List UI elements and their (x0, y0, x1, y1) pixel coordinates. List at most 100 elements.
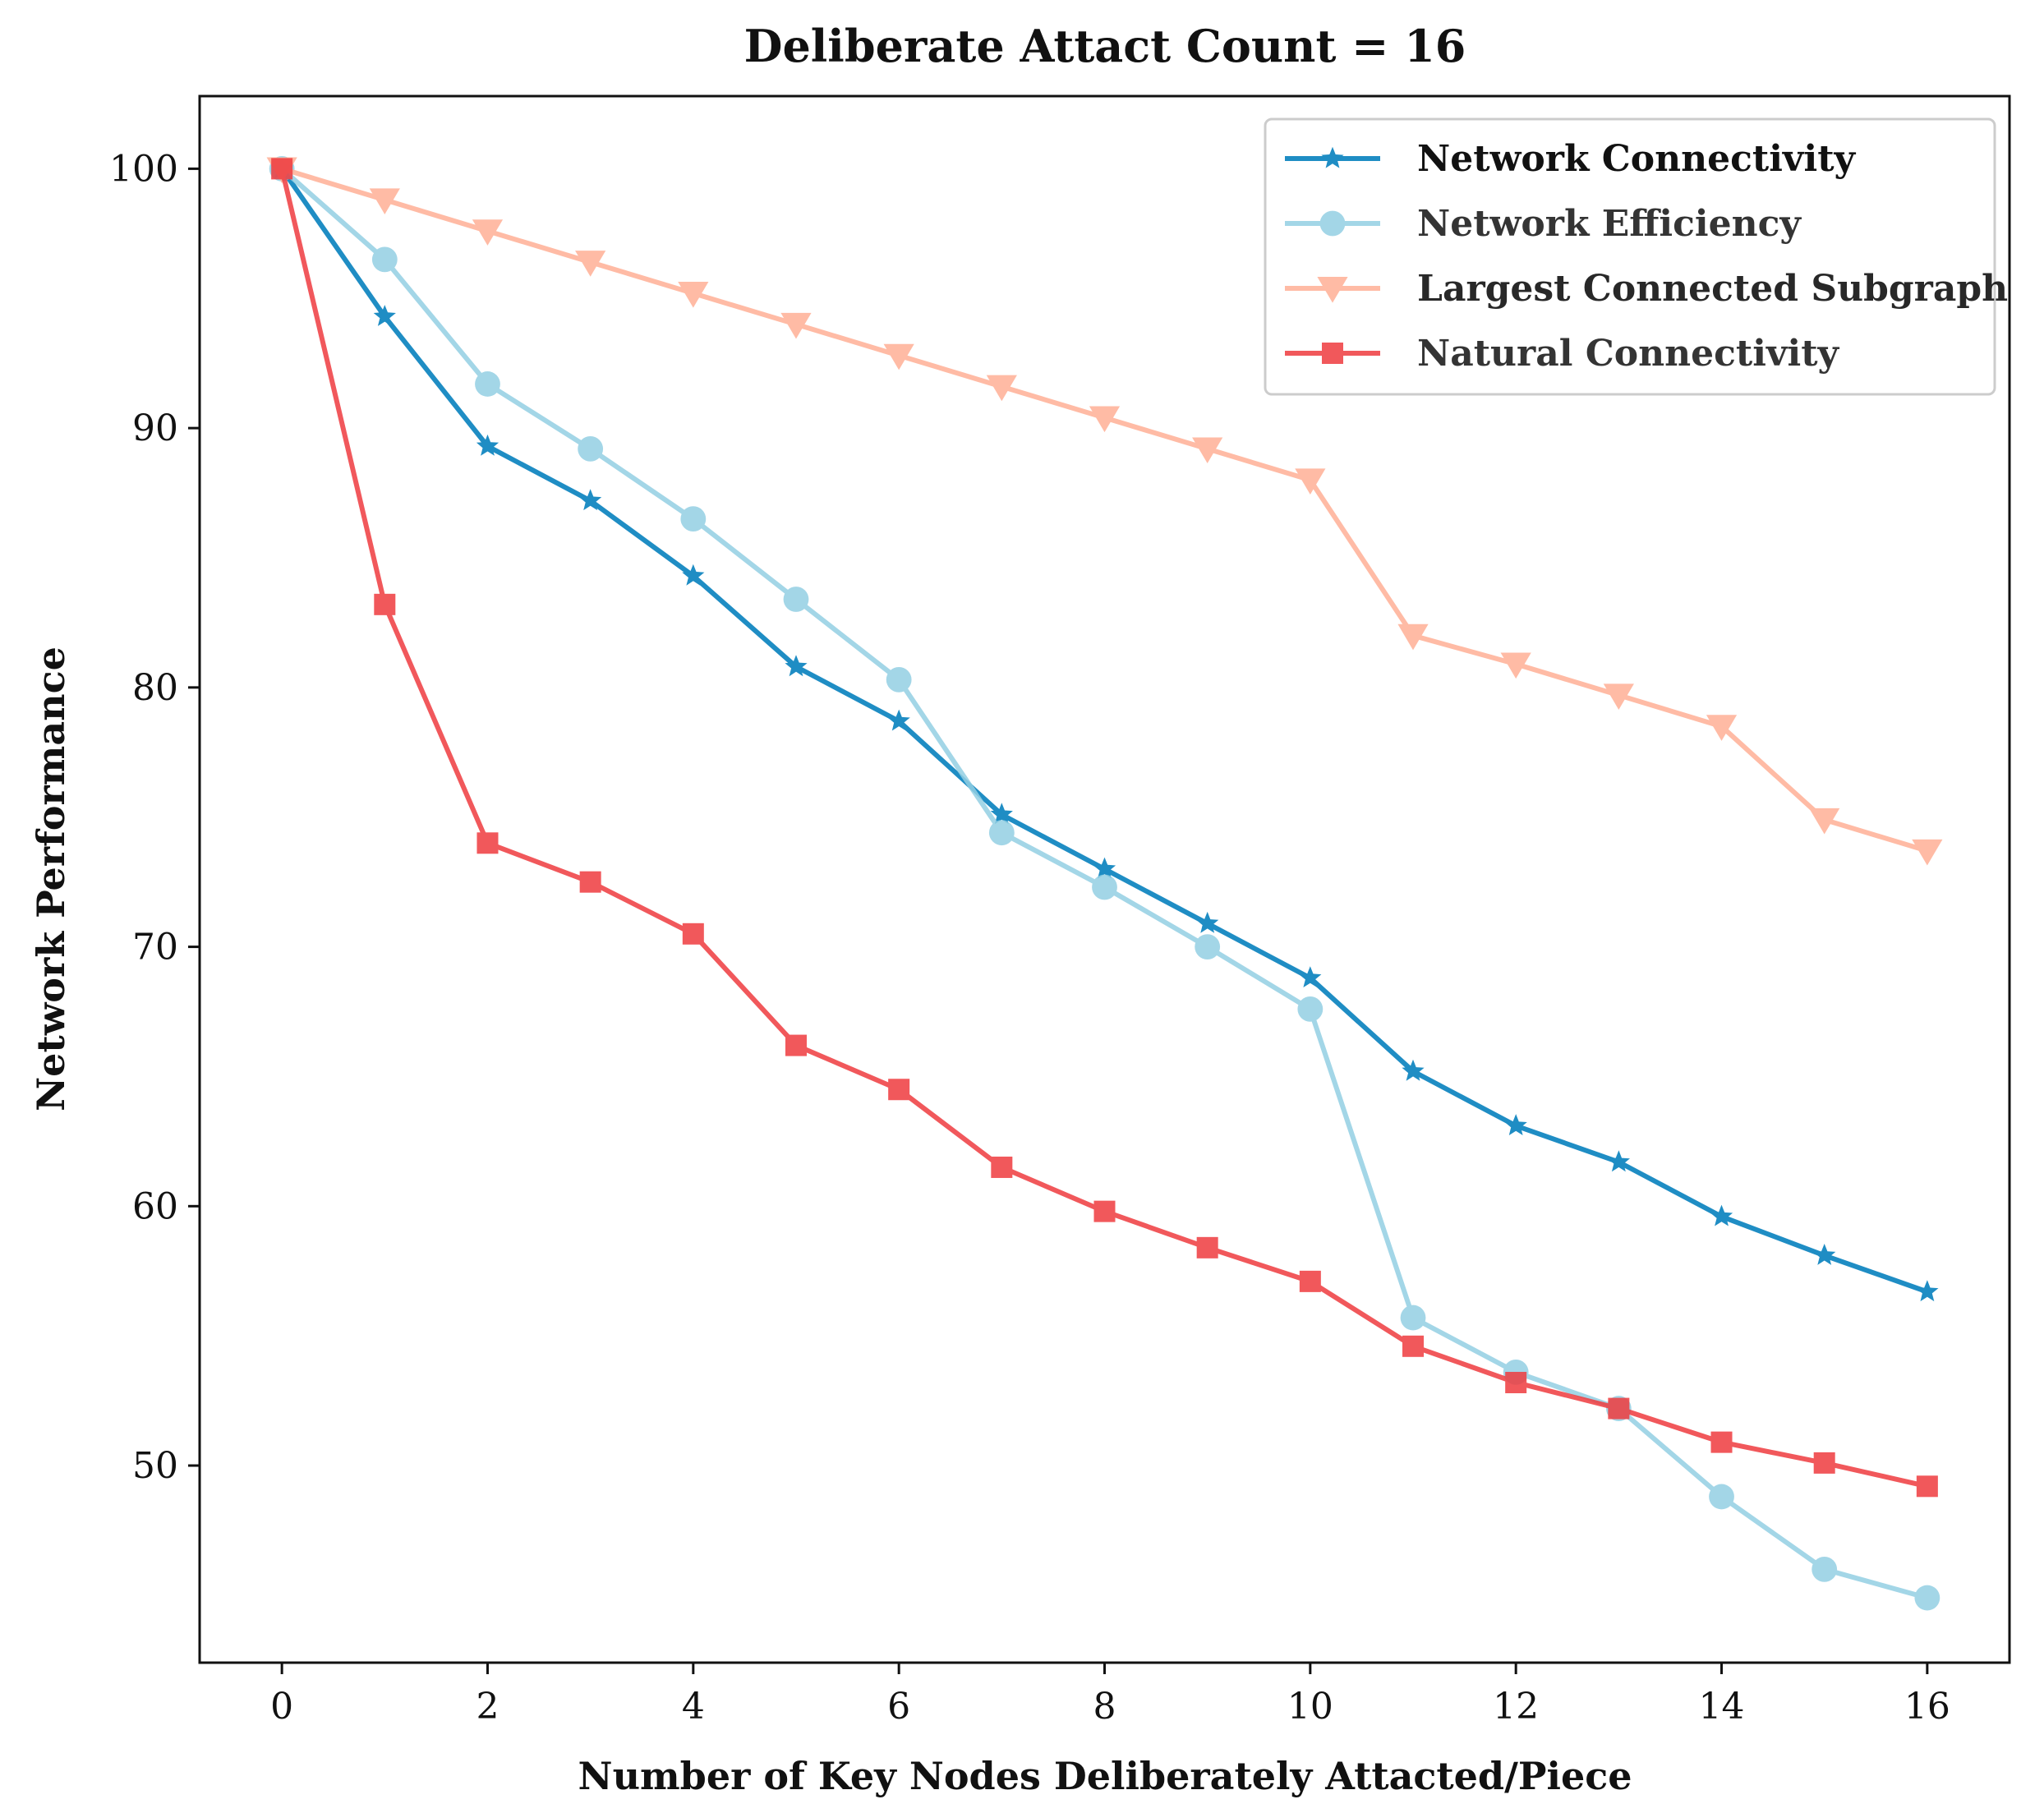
x-tick-label: 8 (1093, 1686, 1116, 1728)
data-point-network-connectivity (785, 655, 808, 677)
data-point-largest-connected-subgraph (1912, 839, 1943, 866)
data-point-network-connectivity (1710, 1204, 1733, 1226)
data-point-network-connectivity (579, 489, 602, 511)
data-point-network-connectivity (1402, 1059, 1425, 1081)
data-point-largest-connected-subgraph (1295, 468, 1326, 495)
data-point-network-efficiency (680, 506, 707, 532)
x-axis-label: Number of Key Nodes Deliberately Attacte… (578, 1754, 1632, 1798)
y-axis-label: Network Performance (29, 647, 73, 1111)
data-point-network-efficiency (1195, 934, 1221, 959)
x-tick-label: 0 (270, 1686, 293, 1728)
plot-area (266, 156, 1943, 1611)
y-tick-label: 70 (132, 927, 178, 969)
data-point-network-efficiency (988, 820, 1015, 846)
series-network-efficiency (269, 156, 1940, 1611)
data-point-network-connectivity (1813, 1244, 1836, 1265)
data-point-natural-connectivity (682, 923, 704, 945)
data-point-network-connectivity (1196, 911, 1219, 933)
x-tick-label: 4 (682, 1686, 705, 1728)
data-point-largest-connected-subgraph (1192, 437, 1223, 464)
data-point-natural-connectivity (374, 593, 396, 615)
legend-item-natural-connectivity: Natural Connectivity (1285, 333, 1840, 375)
data-point-natural-connectivity (991, 1156, 1013, 1178)
y-tick-label: 60 (132, 1185, 178, 1227)
data-point-natural-connectivity (271, 158, 293, 180)
data-point-natural-connectivity (1505, 1372, 1527, 1394)
data-point-largest-connected-subgraph (575, 251, 606, 277)
data-point-natural-connectivity (1299, 1270, 1321, 1292)
data-point-largest-connected-subgraph (780, 312, 812, 339)
data-point-network-connectivity (1504, 1114, 1527, 1135)
legend-label: Network Connectivity (1417, 138, 1857, 180)
data-point-network-connectivity (990, 803, 1013, 825)
legend-label: Largest Connected Subgraph (1417, 268, 2008, 310)
data-point-largest-connected-subgraph (1089, 406, 1121, 433)
x-tick-label: 2 (476, 1686, 499, 1728)
data-point-natural-connectivity (1813, 1452, 1835, 1474)
chart-title: Deliberate Attact Count = 16 (744, 20, 1466, 72)
data-point-natural-connectivity (476, 832, 499, 854)
data-point-largest-connected-subgraph (1397, 624, 1429, 651)
data-point-network-efficiency (1914, 1585, 1940, 1611)
data-point-largest-connected-subgraph (883, 343, 914, 370)
data-point-network-connectivity (1916, 1280, 1939, 1302)
y-tick-label: 90 (132, 407, 178, 449)
data-point-network-connectivity (373, 305, 396, 326)
data-point-network-efficiency (783, 587, 809, 612)
legend-item-largest-connected-subgraph: Largest Connected Subgraph (1285, 268, 2008, 310)
legend-marker (1317, 277, 1348, 303)
data-point-largest-connected-subgraph (1500, 652, 1531, 679)
data-point-network-efficiency (578, 435, 604, 462)
data-point-network-connectivity (1607, 1150, 1630, 1172)
data-point-network-efficiency (1297, 996, 1324, 1022)
data-point-largest-connected-subgraph (678, 282, 709, 308)
data-point-network-connectivity (682, 564, 705, 586)
legend: Network Connectivity Network Efficiency La… (1264, 117, 2008, 396)
data-point-natural-connectivity (888, 1079, 910, 1101)
data-point-network-efficiency (1709, 1484, 1734, 1510)
data-point-largest-connected-subgraph (1603, 683, 1634, 711)
legend-marker (1319, 210, 1346, 237)
data-point-natural-connectivity (1608, 1397, 1630, 1420)
legend-box (1264, 117, 1996, 396)
legend-item-network-efficiency: Network Efficiency (1285, 203, 1802, 245)
axis-ticks: 0 2 4 6 8 10 12 14 16 50 60 70 80 90 100 (109, 148, 1950, 1728)
data-point-natural-connectivity (1402, 1335, 1425, 1357)
x-tick-label: 14 (1699, 1686, 1745, 1728)
data-point-network-efficiency (1812, 1556, 1838, 1582)
series-natural-connectivity (271, 158, 1938, 1498)
data-point-largest-connected-subgraph (986, 375, 1017, 402)
y-tick-label: 80 (132, 667, 178, 709)
data-point-network-connectivity (1299, 966, 1322, 987)
data-point-natural-connectivity (1093, 1200, 1116, 1222)
legend-label: Natural Connectivity (1417, 333, 1840, 375)
data-point-natural-connectivity (1196, 1236, 1218, 1259)
data-point-network-connectivity (476, 434, 499, 456)
data-point-largest-connected-subgraph (1809, 808, 1840, 835)
data-point-natural-connectivity (1916, 1475, 1938, 1498)
data-point-natural-connectivity (785, 1034, 807, 1056)
data-point-largest-connected-subgraph (369, 188, 400, 214)
data-point-network-efficiency (1400, 1305, 1426, 1331)
y-tick-label: 100 (109, 148, 178, 190)
x-tick-label: 12 (1493, 1686, 1539, 1728)
data-point-largest-connected-subgraph (1706, 715, 1738, 741)
data-point-network-connectivity (887, 709, 910, 731)
legend-marker (1322, 343, 1343, 364)
data-point-natural-connectivity (579, 871, 601, 893)
data-point-network-efficiency (1092, 874, 1117, 900)
data-point-network-efficiency (371, 246, 398, 273)
legend-marker (1321, 146, 1344, 168)
data-point-network-connectivity (1093, 857, 1116, 879)
data-point-natural-connectivity (1710, 1431, 1733, 1453)
legend-item-network-connectivity: Network Connectivity (1285, 138, 1857, 180)
x-tick-label: 16 (1904, 1686, 1950, 1728)
legend-label: Network Efficiency (1417, 203, 1802, 245)
x-tick-label: 6 (887, 1686, 910, 1728)
data-point-network-efficiency (475, 371, 500, 397)
y-tick-label: 50 (132, 1445, 178, 1487)
x-tick-label: 10 (1287, 1686, 1333, 1728)
data-point-largest-connected-subgraph (472, 219, 504, 246)
